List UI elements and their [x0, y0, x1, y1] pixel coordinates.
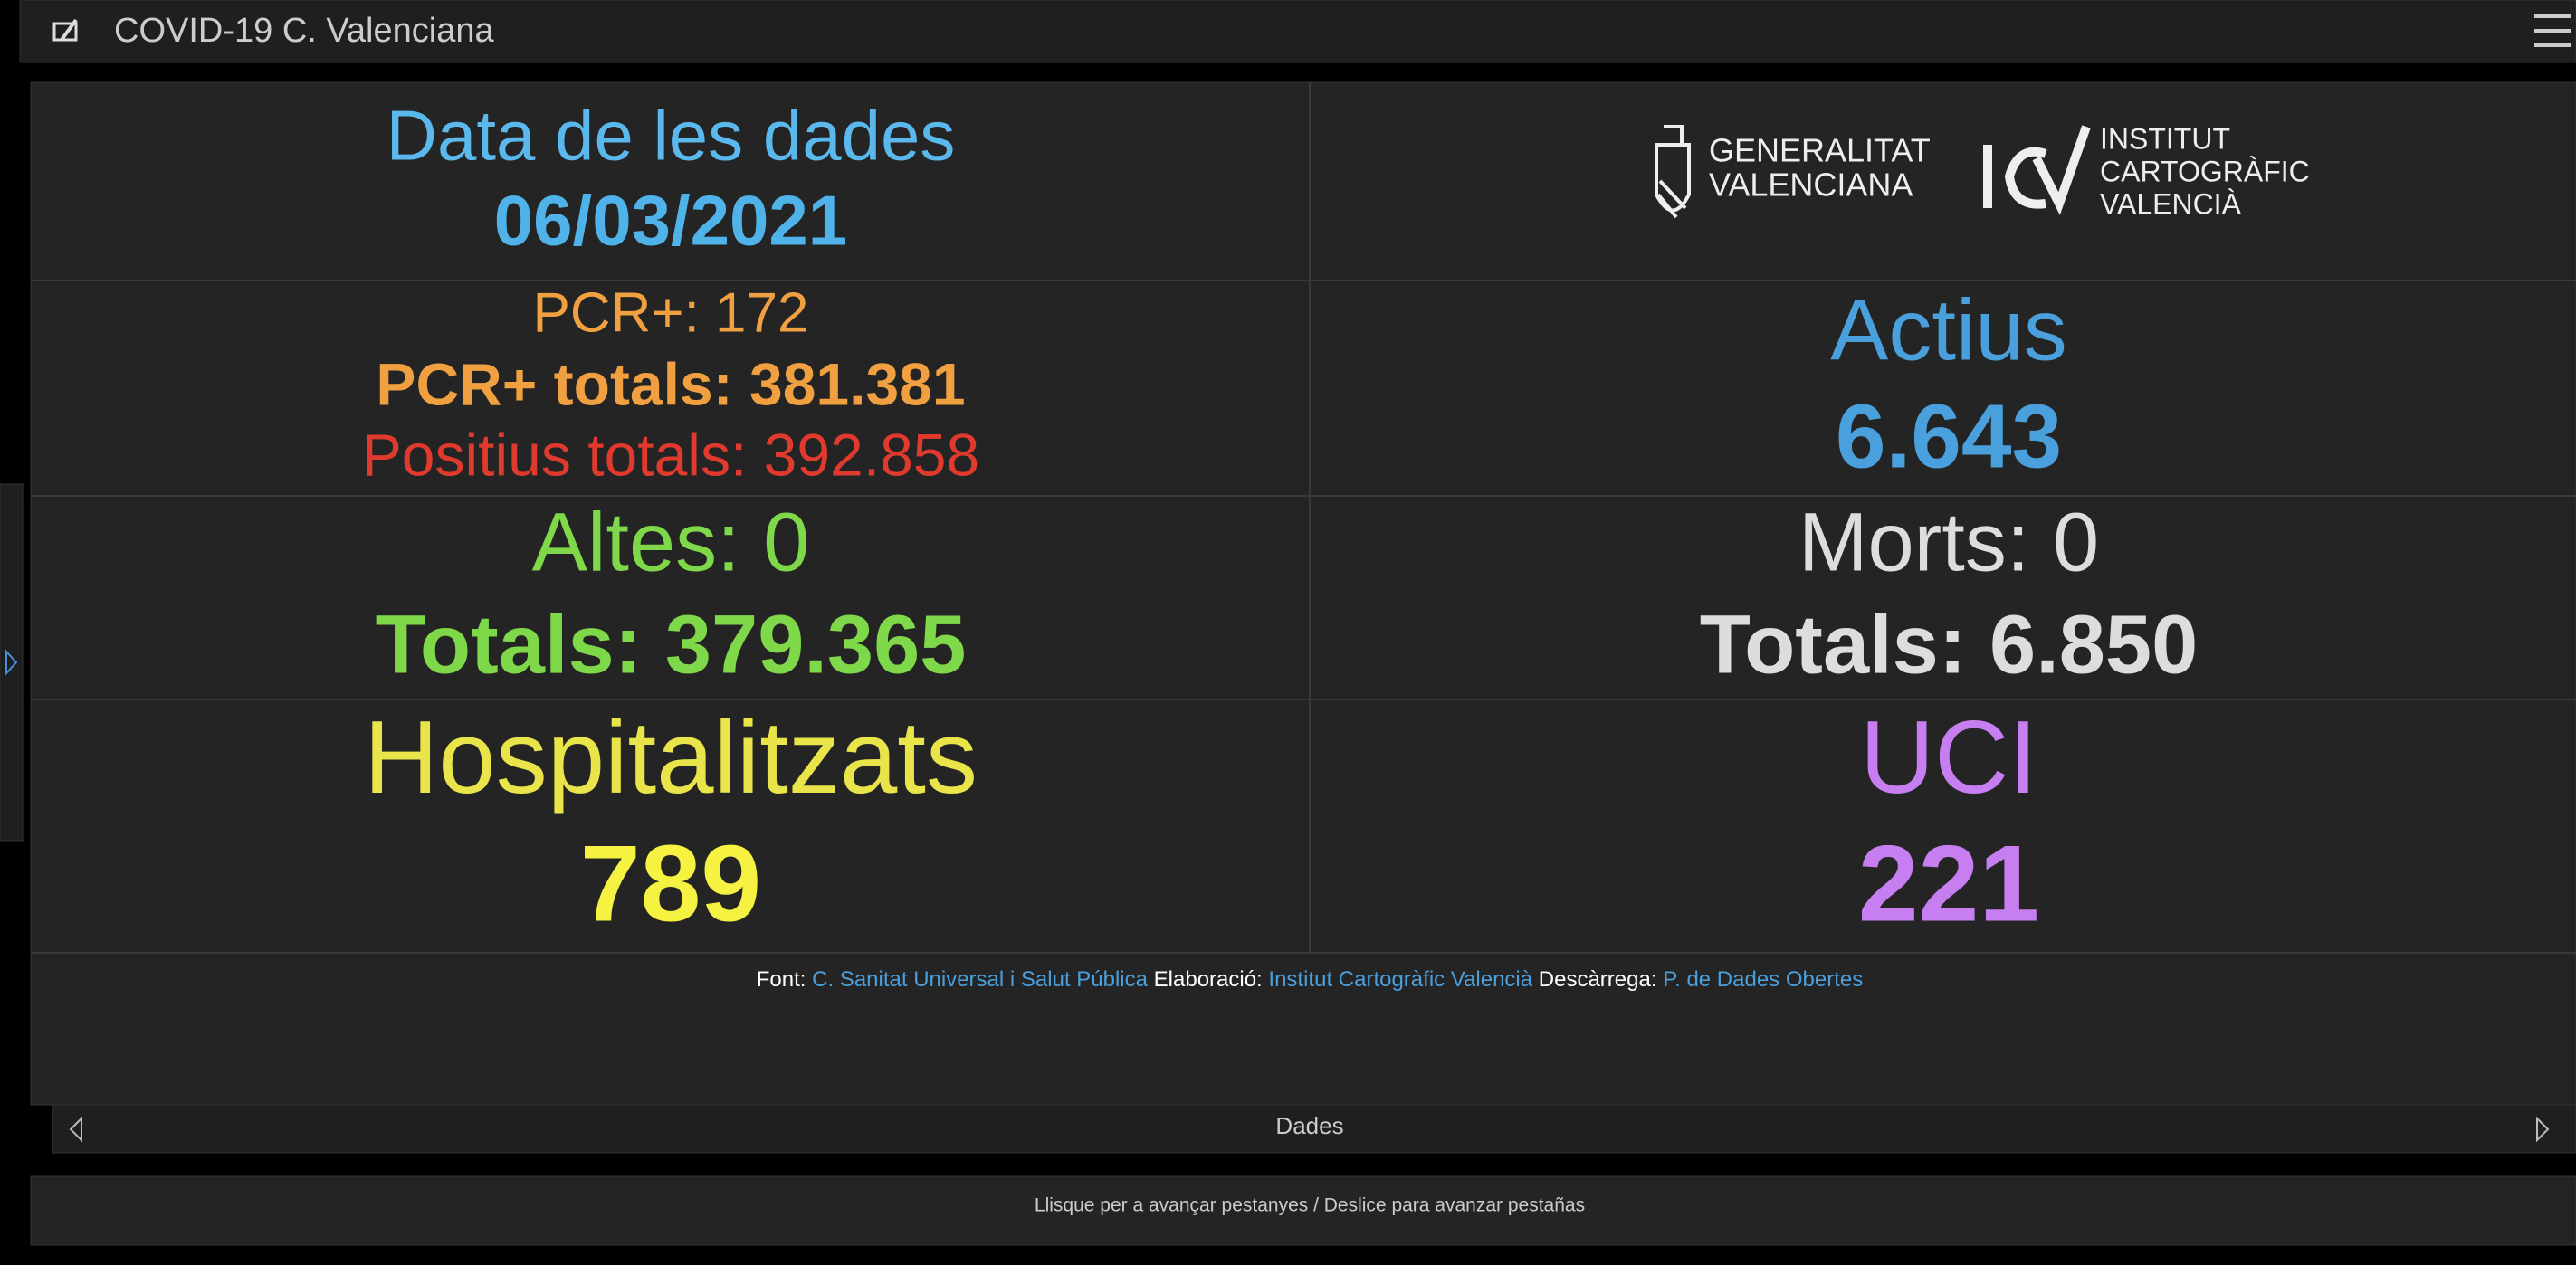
icv-text: INSTITUT: [2100, 122, 2230, 155]
menu-button[interactable]: [2534, 14, 2571, 47]
pcr-daily: PCR+: 172: [532, 281, 808, 344]
positius-total: Positius totals: 392.858: [362, 421, 979, 488]
uci-label: UCI: [1860, 700, 2037, 815]
altes: Altes: 0: [532, 496, 810, 588]
app-title: COVID-19 C. Valenciana: [114, 12, 494, 50]
main-panel: [30, 81, 2576, 1106]
date-label: Data de les dades: [386, 96, 956, 176]
prev-button[interactable]: [69, 1116, 82, 1143]
side-tab[interactable]: [0, 483, 24, 842]
date-value: 06/03/2021: [494, 181, 847, 261]
altes-total: Totals: 379.365: [376, 598, 967, 690]
icv-text: CARTOGRÀFIC: [2100, 155, 2310, 187]
gva-shield: [1655, 125, 1691, 219]
footer-link[interactable]: C. Sanitat Universal i Salut Pública: [812, 967, 1148, 992]
footer-label: Descàrrega:: [1539, 967, 1657, 992]
next-button[interactable]: [2536, 1116, 2550, 1143]
gva-text: VALENCIANA: [1709, 166, 1913, 204]
source-footer: Font: C. Sanitat Universal i Salut Públi…: [757, 967, 1863, 992]
nav-bar: [52, 1104, 2576, 1154]
icv-logo: [1983, 125, 2091, 215]
morts: Morts: 0: [1798, 496, 2099, 588]
footer-link[interactable]: P. de Dades Obertes: [1663, 967, 1863, 992]
top-bar: [19, 0, 2576, 63]
app-icon: [52, 18, 78, 42]
icv-text: VALENCIÀ: [2100, 187, 2242, 220]
grid-lines: [31, 82, 2576, 954]
footer-label: Font:: [757, 967, 806, 992]
gva-text: GENERALITAT: [1709, 132, 1931, 169]
footer-link[interactable]: Institut Cartogràfic Valencià: [1268, 967, 1532, 992]
side-arrow: [5, 649, 18, 676]
hosp-value: 789: [580, 823, 761, 945]
actius-label: Actius: [1830, 281, 2066, 378]
pcr-total: PCR+ totals: 381.381: [376, 350, 965, 417]
actius-value: 6.643: [1836, 385, 2062, 487]
hint-bar: [30, 1175, 2576, 1246]
uci-value: 221: [1858, 823, 2039, 945]
hint: Llisque per a avançar pestanyes / Deslic…: [1035, 1195, 1585, 1216]
morts-total: Totals: 6.850: [1700, 598, 2199, 690]
hosp-label: Hospitalitzats: [364, 700, 978, 815]
nav-label: Dades: [1275, 1112, 1343, 1139]
footer-label: Elaboració:: [1154, 967, 1263, 992]
